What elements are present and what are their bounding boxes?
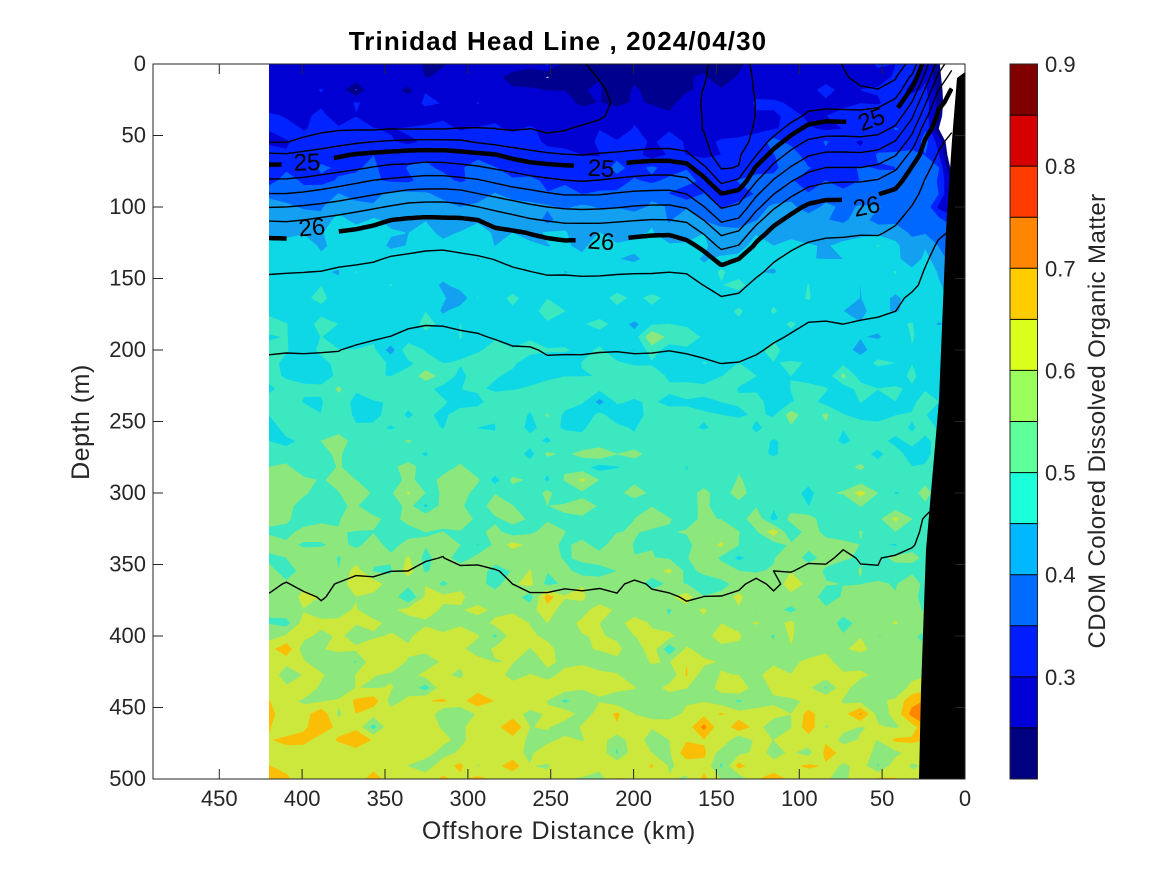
svg-text:0: 0 bbox=[134, 51, 146, 76]
svg-text:350: 350 bbox=[109, 552, 146, 577]
svg-text:250: 250 bbox=[532, 786, 569, 811]
svg-text:100: 100 bbox=[781, 786, 818, 811]
svg-text:26: 26 bbox=[587, 227, 616, 256]
svg-text:0.7: 0.7 bbox=[1045, 256, 1076, 281]
svg-text:300: 300 bbox=[450, 786, 487, 811]
svg-text:250: 250 bbox=[109, 409, 146, 434]
svg-text:26: 26 bbox=[851, 191, 883, 223]
svg-text:450: 450 bbox=[109, 695, 146, 720]
svg-text:150: 150 bbox=[109, 266, 146, 291]
svg-text:0.3: 0.3 bbox=[1045, 665, 1076, 690]
svg-text:450: 450 bbox=[201, 786, 238, 811]
svg-text:50: 50 bbox=[870, 786, 894, 811]
svg-text:0.8: 0.8 bbox=[1045, 154, 1076, 179]
svg-text:400: 400 bbox=[284, 786, 321, 811]
svg-text:0: 0 bbox=[959, 786, 971, 811]
svg-text:400: 400 bbox=[109, 623, 146, 648]
svg-text:Depth (m): Depth (m) bbox=[67, 364, 95, 480]
svg-text:50: 50 bbox=[122, 123, 146, 148]
svg-text:100: 100 bbox=[109, 194, 146, 219]
svg-text:25: 25 bbox=[587, 155, 615, 183]
svg-text:150: 150 bbox=[698, 786, 735, 811]
svg-text:0.6: 0.6 bbox=[1045, 358, 1076, 383]
svg-text:300: 300 bbox=[109, 480, 146, 505]
svg-text:26: 26 bbox=[297, 213, 326, 242]
svg-text:0.5: 0.5 bbox=[1045, 461, 1076, 486]
svg-text:200: 200 bbox=[109, 337, 146, 362]
svg-text:0.9: 0.9 bbox=[1045, 52, 1076, 77]
svg-text:25: 25 bbox=[293, 149, 321, 177]
svg-text:Offshore Distance (km): Offshore Distance (km) bbox=[422, 817, 696, 845]
svg-text:350: 350 bbox=[367, 786, 404, 811]
svg-text:CDOM Colored Dissolved Organic: CDOM Colored Dissolved Organic Matter bbox=[1084, 194, 1111, 649]
svg-text:500: 500 bbox=[109, 766, 146, 791]
svg-text:0.4: 0.4 bbox=[1045, 563, 1076, 588]
svg-text:200: 200 bbox=[615, 786, 652, 811]
svg-text:Trinidad Head Line , 2024/04/3: Trinidad Head Line , 2024/04/30 bbox=[349, 26, 768, 56]
